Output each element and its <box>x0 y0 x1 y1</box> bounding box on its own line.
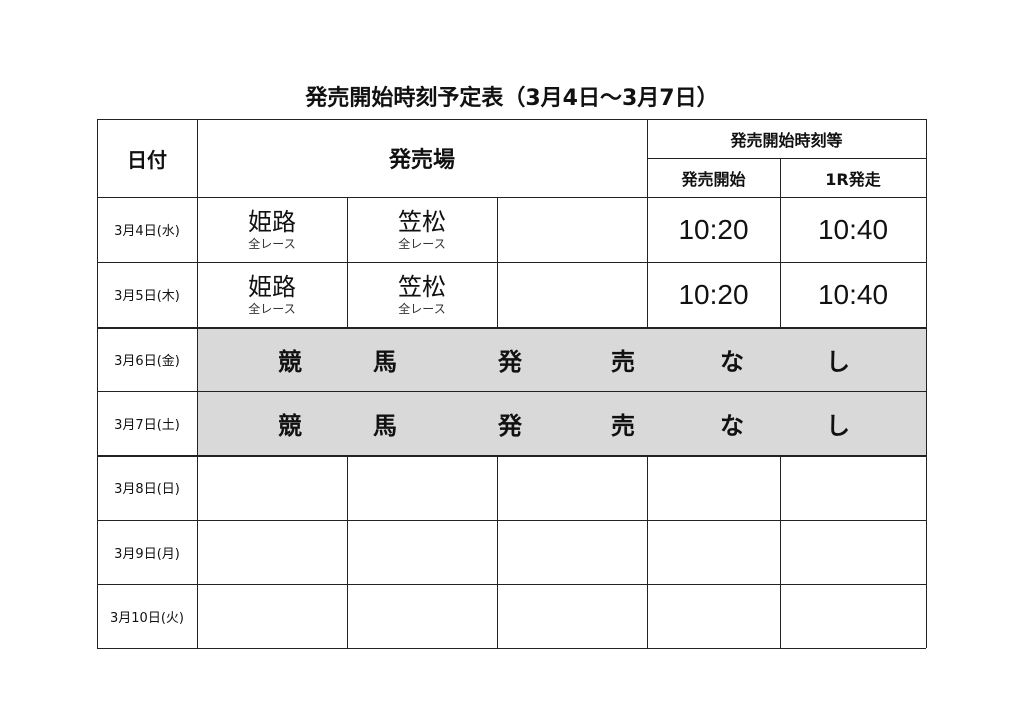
grid-line <box>347 584 348 648</box>
grid-line <box>780 520 781 584</box>
grid-line <box>780 262 781 327</box>
header-first-race: 1R発走 <box>825 169 881 189</box>
venue-name: 笠松 <box>398 272 446 301</box>
grid-line <box>647 584 648 648</box>
row-date: 3月4日(水) <box>114 224 180 239</box>
no-sale-band <box>197 391 926 455</box>
no-sale-char: 馬 <box>373 411 397 440</box>
first-race-time: 10:40 <box>817 213 889 245</box>
row-date: 3月10日(火) <box>110 610 184 626</box>
grid-line <box>97 520 926 521</box>
grid-line <box>647 520 648 584</box>
no-sale-char: し <box>826 411 850 440</box>
row-date: 3月6日(金) <box>114 353 180 369</box>
grid-line <box>97 648 926 649</box>
grid-line <box>497 520 498 584</box>
row-date: 3月8日(日) <box>114 482 180 497</box>
grid-line <box>647 455 648 520</box>
grid-line <box>347 262 348 327</box>
header-date: 日付 <box>127 147 167 172</box>
header-venue: 発売場 <box>388 148 455 173</box>
header-start: 発売開始 <box>681 169 746 189</box>
grid-line <box>647 197 648 262</box>
grid-line <box>647 119 648 197</box>
no-sale-char: 競 <box>278 411 302 440</box>
grid-line <box>347 455 348 520</box>
grid-line <box>926 119 927 648</box>
page-title: 発売開始時刻予定表（3月4日～3月7日） <box>305 86 719 111</box>
row-date: 3月5日(木) <box>114 289 180 304</box>
grid-line <box>497 584 498 648</box>
grid-line <box>780 197 781 262</box>
grid-line <box>647 158 926 159</box>
first-race-time: 10:40 <box>817 278 889 310</box>
grid-line <box>97 119 98 648</box>
grid-line <box>347 197 348 262</box>
venue-cell: 笠松 全レース <box>347 197 497 262</box>
grid-line <box>497 455 498 520</box>
no-sale-char: 競 <box>278 347 302 376</box>
grid-line <box>97 455 926 457</box>
no-sale-char: 発 <box>498 347 522 376</box>
grid-line <box>97 327 926 329</box>
start-time: 10:20 <box>678 278 749 310</box>
no-sale-char: 馬 <box>373 347 397 376</box>
no-sale-char: な <box>720 411 744 440</box>
grid-line <box>97 262 926 263</box>
grid-line <box>497 197 498 262</box>
grid-line <box>97 584 926 585</box>
grid-line <box>497 262 498 327</box>
venue-cell: 姫路 全レース <box>197 262 347 327</box>
no-sale-band <box>197 327 926 391</box>
row-date: 3月7日(土) <box>114 417 180 433</box>
start-time: 10:20 <box>678 213 749 245</box>
venue-races: 全レース <box>248 301 296 316</box>
row-date: 3月9日(月) <box>114 546 180 562</box>
grid-line <box>197 391 926 392</box>
venue-cell: 姫路 全レース <box>197 197 347 262</box>
grid-line <box>97 119 926 120</box>
venue-cell: 笠松 全レース <box>347 262 497 327</box>
grid-line <box>780 455 781 520</box>
venue-races: 全レース <box>248 236 296 251</box>
grid-line <box>197 119 198 648</box>
no-sale-char: 売 <box>611 411 635 440</box>
no-sale-char: 売 <box>611 347 635 376</box>
venue-name: 姫路 <box>248 207 296 236</box>
no-sale-char: し <box>826 347 850 376</box>
grid-line <box>347 520 348 584</box>
grid-line <box>97 391 197 392</box>
venue-name: 笠松 <box>398 207 446 236</box>
no-sale-char: 発 <box>498 411 522 440</box>
venue-name: 姫路 <box>248 272 296 301</box>
header-times-group: 発売開始時刻等 <box>730 130 843 150</box>
venue-races: 全レース <box>398 301 446 316</box>
grid-line <box>780 584 781 648</box>
no-sale-char: な <box>720 347 744 376</box>
grid-line <box>780 158 781 197</box>
grid-line <box>647 262 648 327</box>
grid-line <box>97 197 926 198</box>
venue-races: 全レース <box>398 236 446 251</box>
